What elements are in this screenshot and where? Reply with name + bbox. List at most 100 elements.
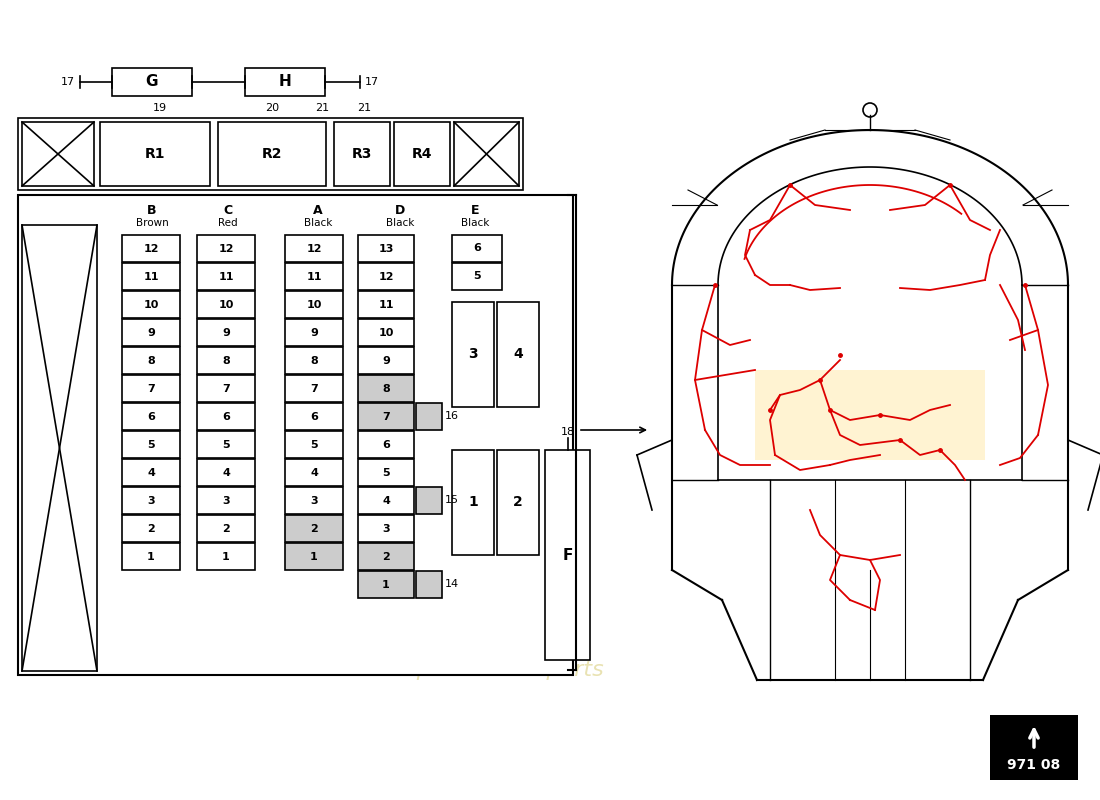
Text: a passion for parts: a passion for parts (396, 660, 604, 680)
Bar (416, 487, 442, 514)
Bar (285, 263, 343, 290)
Text: C: C (223, 203, 232, 217)
Bar (334, 122, 390, 186)
Bar (122, 403, 180, 430)
Text: 9: 9 (222, 327, 230, 338)
Bar (285, 319, 343, 346)
Bar (358, 487, 414, 514)
Text: euroParts: euroParts (173, 596, 447, 644)
Bar (122, 375, 180, 402)
Bar (197, 375, 255, 402)
Bar (285, 515, 343, 542)
Text: Black: Black (386, 218, 415, 228)
Bar (112, 68, 192, 96)
Text: 1: 1 (222, 551, 230, 562)
Bar (197, 403, 255, 430)
Bar (100, 122, 210, 186)
Bar (197, 263, 255, 290)
Text: 1: 1 (382, 579, 389, 590)
Text: 12: 12 (306, 243, 321, 254)
Text: 4: 4 (147, 467, 155, 478)
Text: R1: R1 (145, 147, 165, 161)
Text: 19: 19 (153, 103, 167, 113)
Bar (285, 291, 343, 318)
Text: R3: R3 (352, 147, 372, 161)
Text: Black: Black (461, 218, 490, 228)
Text: 11: 11 (218, 271, 233, 282)
Text: 6: 6 (382, 439, 389, 450)
Text: 7: 7 (147, 383, 155, 394)
Bar (197, 319, 255, 346)
Bar (197, 487, 255, 514)
Bar (285, 431, 343, 458)
Text: 1: 1 (147, 551, 155, 562)
Text: 16: 16 (446, 411, 459, 421)
Bar (122, 347, 180, 374)
Bar (285, 403, 343, 430)
Text: 10: 10 (378, 327, 394, 338)
Text: H: H (278, 74, 292, 90)
Bar (122, 291, 180, 318)
Bar (18, 118, 522, 190)
Bar (454, 122, 519, 186)
Text: 10: 10 (306, 299, 321, 310)
Bar (122, 235, 180, 262)
Text: 1: 1 (469, 495, 477, 510)
Text: Brown: Brown (135, 218, 168, 228)
Bar (18, 195, 573, 675)
Text: 3: 3 (382, 523, 389, 534)
Bar (285, 487, 343, 514)
Text: 17: 17 (60, 77, 75, 87)
Bar (990, 715, 1078, 780)
Text: E: E (471, 203, 480, 217)
Bar (285, 347, 343, 374)
Text: 6: 6 (222, 411, 230, 422)
Text: 2: 2 (222, 523, 230, 534)
Text: 8: 8 (222, 355, 230, 366)
Text: 4: 4 (222, 467, 230, 478)
Text: 8: 8 (310, 355, 318, 366)
Text: 9: 9 (382, 355, 389, 366)
Text: 10: 10 (218, 299, 233, 310)
Bar (285, 235, 343, 262)
Text: 10: 10 (143, 299, 158, 310)
Text: 9: 9 (147, 327, 155, 338)
Text: 3: 3 (310, 495, 318, 506)
Text: 11: 11 (306, 271, 321, 282)
Text: 6: 6 (310, 411, 318, 422)
Bar (285, 375, 343, 402)
Bar (197, 347, 255, 374)
Text: 4: 4 (382, 495, 389, 506)
Text: 9: 9 (310, 327, 318, 338)
Text: 2: 2 (513, 495, 522, 510)
Text: 4: 4 (513, 347, 522, 362)
Text: A: A (314, 203, 322, 217)
Bar (497, 302, 539, 407)
Bar (285, 459, 343, 486)
Text: R4: R4 (411, 147, 432, 161)
Text: 7: 7 (222, 383, 230, 394)
Bar (122, 459, 180, 486)
Bar (358, 403, 414, 430)
Text: G: G (145, 74, 158, 90)
Bar (358, 431, 414, 458)
Bar (197, 515, 255, 542)
Text: 7: 7 (382, 411, 389, 422)
Text: 1: 1 (310, 551, 318, 562)
Bar (218, 122, 326, 186)
Text: 6: 6 (473, 243, 481, 253)
Bar (122, 319, 180, 346)
Text: R2: R2 (262, 147, 283, 161)
Text: 3: 3 (469, 347, 477, 362)
Bar (416, 571, 442, 598)
Text: 2: 2 (382, 551, 389, 562)
Text: 5: 5 (147, 439, 155, 450)
Text: 12: 12 (143, 243, 158, 254)
Text: F: F (562, 547, 573, 562)
Bar (452, 235, 502, 262)
Text: 15: 15 (446, 495, 459, 505)
Bar (197, 431, 255, 458)
Text: 11: 11 (378, 299, 394, 310)
Text: 8: 8 (147, 355, 155, 366)
Text: 7: 7 (310, 383, 318, 394)
